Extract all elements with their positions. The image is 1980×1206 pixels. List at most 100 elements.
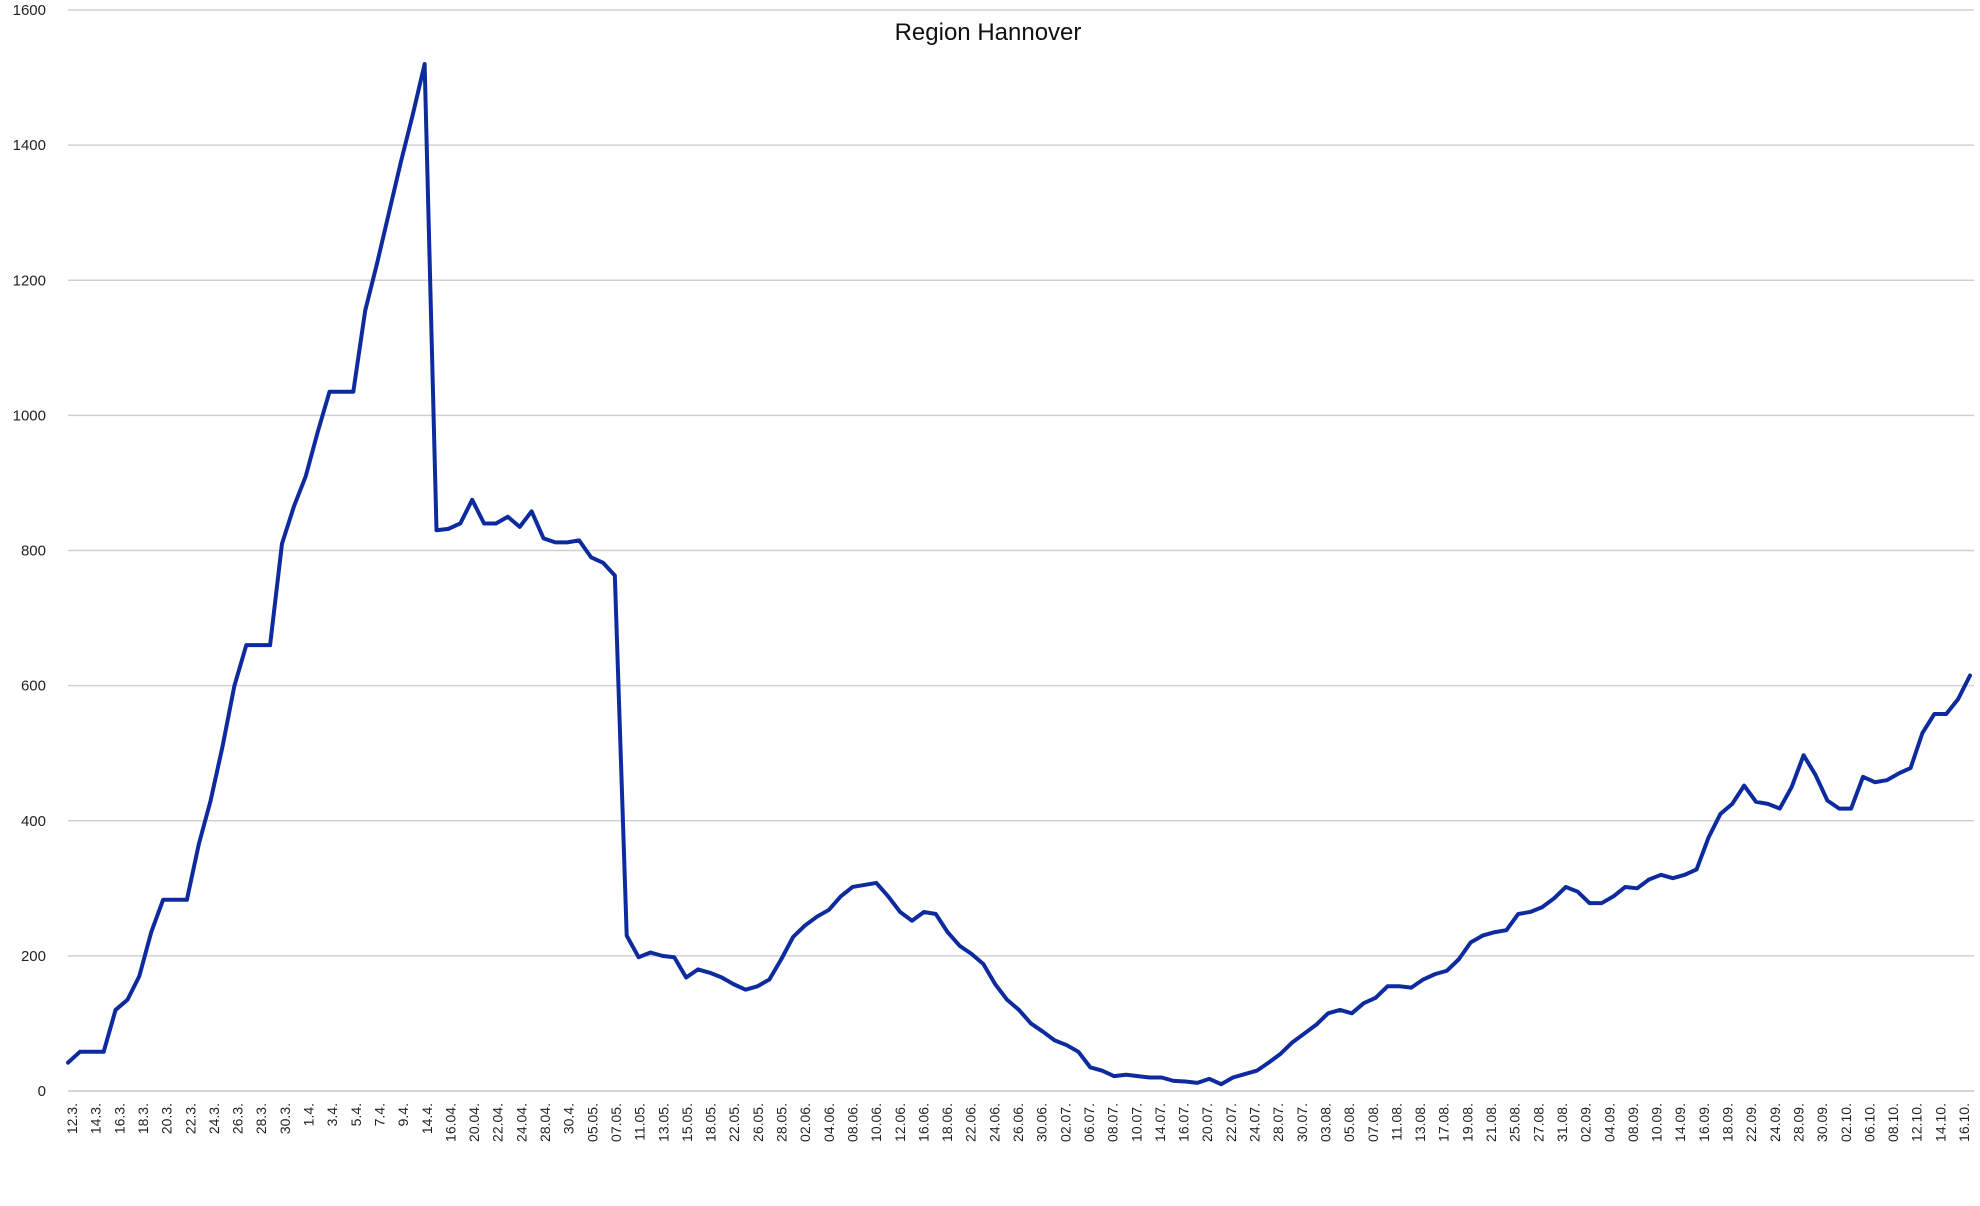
data-point xyxy=(1730,802,1734,806)
data-point xyxy=(767,977,771,982)
data-point xyxy=(601,561,605,565)
data-point xyxy=(1801,753,1806,757)
data-point xyxy=(874,881,878,885)
x-tick-label: 16.09. xyxy=(1696,1103,1712,1142)
data-point xyxy=(280,542,284,546)
data-point xyxy=(1053,1038,1057,1042)
data-point xyxy=(339,390,344,394)
y-tick-label: 600 xyxy=(21,678,46,695)
data-point xyxy=(482,521,486,526)
y-tick-label: 800 xyxy=(21,543,46,560)
data-point xyxy=(684,975,688,980)
data-point xyxy=(827,908,831,912)
x-tick-label: 19.08. xyxy=(1459,1103,1475,1142)
data-point xyxy=(1635,886,1639,890)
x-tick-label: 08.07. xyxy=(1105,1103,1121,1142)
data-point xyxy=(1183,1079,1188,1084)
data-point xyxy=(1742,784,1746,788)
x-tick-label: 16.07. xyxy=(1176,1103,1192,1142)
data-point xyxy=(1255,1069,1259,1073)
data-point xyxy=(1564,885,1568,889)
data-point xyxy=(1766,802,1770,806)
data-point xyxy=(934,912,938,916)
x-tick-label: 3.4. xyxy=(324,1103,340,1126)
data-point xyxy=(1362,1001,1366,1005)
x-tick-label: 21.08. xyxy=(1483,1103,1499,1142)
x-tick-label: 03.08. xyxy=(1317,1103,1333,1142)
data-point xyxy=(1278,1052,1283,1056)
x-tick-label: 02.09. xyxy=(1578,1103,1594,1142)
x-tick-label: 05.05. xyxy=(584,1103,600,1142)
series-line xyxy=(66,62,1972,1087)
data-point xyxy=(1718,812,1722,816)
data-point xyxy=(1920,731,1925,735)
x-tick-label: 14.3. xyxy=(88,1103,104,1134)
data-point xyxy=(862,883,867,887)
x-tick-label: 10.07. xyxy=(1128,1103,1144,1142)
y-tick-label: 1600 xyxy=(13,2,46,19)
data-point xyxy=(506,515,510,519)
data-point xyxy=(1956,697,1960,701)
x-tick-label: 24.04. xyxy=(513,1103,529,1142)
x-tick-label: 18.3. xyxy=(135,1103,151,1134)
data-point xyxy=(1350,1011,1354,1015)
data-point xyxy=(1124,1073,1128,1077)
data-point xyxy=(1825,798,1829,803)
x-tick-label: 20.04. xyxy=(466,1103,482,1142)
data-point xyxy=(446,527,450,531)
x-tick-label: 28.3. xyxy=(253,1103,269,1134)
data-point xyxy=(78,1050,82,1054)
data-point xyxy=(1837,806,1841,811)
x-tick-label: 13.05. xyxy=(655,1103,671,1142)
data-point xyxy=(1813,773,1818,777)
data-point xyxy=(993,982,997,986)
data-point xyxy=(1374,996,1378,1000)
x-tick-label: 24.3. xyxy=(206,1103,222,1134)
x-tick-label: 20.3. xyxy=(159,1103,175,1134)
data-point xyxy=(1588,901,1592,905)
data-point xyxy=(1267,1061,1271,1065)
chart-title: Region Hannover xyxy=(895,19,1082,46)
data-point xyxy=(1492,930,1497,934)
x-tick-label: 02.07. xyxy=(1057,1103,1073,1142)
data-point xyxy=(1968,673,1972,678)
series-region-hannover xyxy=(66,62,1972,1087)
x-tick-label: 08.06. xyxy=(844,1103,860,1142)
data-point xyxy=(625,934,629,938)
data-point xyxy=(113,1008,118,1012)
data-point xyxy=(232,684,237,688)
data-point xyxy=(1849,806,1853,811)
data-point xyxy=(1088,1065,1092,1069)
data-point xyxy=(696,967,700,971)
data-point xyxy=(173,898,177,902)
x-tick-label: 04.06. xyxy=(821,1103,837,1142)
x-tick-label: 30.06. xyxy=(1034,1103,1050,1142)
data-point xyxy=(708,971,712,975)
data-point xyxy=(743,988,748,992)
data-point xyxy=(922,910,926,914)
data-point xyxy=(387,211,391,215)
x-tick-label: 24.09. xyxy=(1767,1103,1783,1142)
data-point xyxy=(1683,873,1687,877)
data-point xyxy=(1029,1021,1033,1026)
x-tick-label: 08.09. xyxy=(1625,1103,1641,1142)
x-tick-label: 24.06. xyxy=(986,1103,1002,1142)
data-point xyxy=(530,509,534,513)
data-point xyxy=(1207,1077,1211,1081)
data-point xyxy=(327,390,332,394)
x-tick-label: 16.04. xyxy=(442,1103,458,1142)
x-tick-label: 26.05. xyxy=(750,1103,766,1142)
y-axis-ticks: 0 200 400 600 800 1000 1200 1400 1600 xyxy=(13,2,46,1100)
data-point xyxy=(660,954,664,958)
x-tick-label: 06.07. xyxy=(1081,1103,1097,1142)
data-point xyxy=(1647,877,1651,882)
data-point xyxy=(553,540,557,544)
x-tick-label: 05.08. xyxy=(1341,1103,1357,1142)
x-tick-label: 7.4. xyxy=(371,1103,387,1126)
data-point xyxy=(1516,912,1520,916)
data-point xyxy=(648,950,653,955)
x-tick-label: 22.06. xyxy=(963,1103,979,1142)
data-point xyxy=(518,525,522,529)
data-point xyxy=(672,955,676,959)
